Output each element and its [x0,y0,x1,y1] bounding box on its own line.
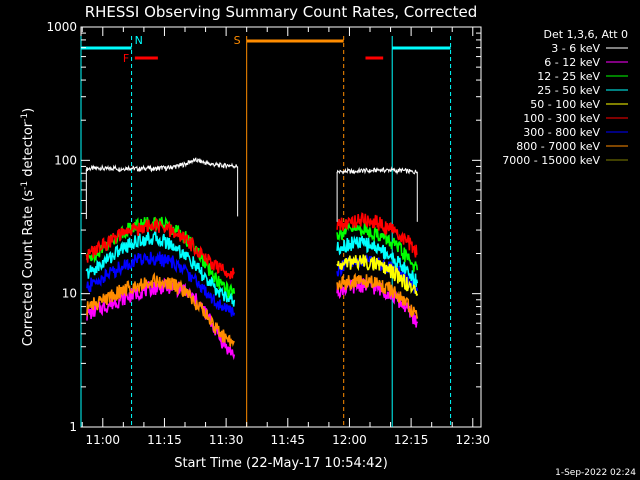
series-layer [85,157,419,361]
flare-flag-label: F [123,52,129,65]
legend-header: Det 1,3,6, Att 0 [544,28,628,41]
annotation-s: S [234,34,241,47]
series-line-12-25-kev [336,222,419,272]
y-axis-title-end: ) [21,108,36,113]
legend-label: 12 - 25 keV [537,70,600,83]
x-tick-label: 11:45 [270,433,305,447]
legend-label: 7000 - 15000 keV [502,154,600,167]
y-tick-label: 1000 [46,20,77,34]
series-line-300-800-kev [85,251,236,317]
generated-timestamp: 1-Sep-2022 02:24 [555,468,636,478]
series-line-50-100-kev [336,254,419,296]
y-tick-label: 1 [69,420,77,434]
legend-label: 300 - 800 keV [523,126,600,139]
x-axis-title: Start Time (22-May-17 10:54:42) [174,456,388,471]
legend-label: 800 - 7000 keV [516,140,600,153]
series-line-3-6-kev [336,166,418,175]
legend-label: 6 - 12 keV [544,56,600,69]
series-line-800-7000-kev [336,272,419,319]
x-tick-label: 12:30 [455,433,490,447]
chart-title: RHESSI Observing Summary Count Rates, Co… [85,3,478,21]
series-line-800-7000-kev [85,271,235,347]
series-line-100-300-kev [85,217,235,280]
x-tick-label: 12:00 [332,433,367,447]
legend-label: 3 - 6 keV [551,42,600,55]
y-tick-label: 100 [54,153,77,167]
x-tick-label: 11:00 [85,433,120,447]
x-tick-label: 11:30 [209,433,244,447]
y-axis-title-main: Corrected Count Rate (s [21,190,36,347]
legend-label: 50 - 100 keV [530,98,600,111]
y-tick-label: 10 [62,287,77,301]
annotation-n: N [135,34,143,47]
y-axis-title-exponent-1: -1 [20,181,30,190]
y-axis-title: Corrected Count Rate (s-1 detector-1) [20,108,36,346]
series-line-25-50-kev [85,229,236,307]
legend-label: 25 - 50 keV [537,84,600,97]
y-axis-title-exponent-2: -1 [20,113,30,122]
axes-layer: 1 10 100 1000 11:00 11:15 11:30 11:45 12:00 12:15… [46,20,490,447]
x-tick-label: 11:15 [147,433,182,447]
x-tick-label: 12:15 [394,433,429,447]
series-line-3-6-kev [85,157,239,173]
y-axis-title-middle: detector [21,121,36,181]
series-line-100-300-kev [336,212,418,258]
legend-label: 100 - 300 keV [523,112,600,125]
